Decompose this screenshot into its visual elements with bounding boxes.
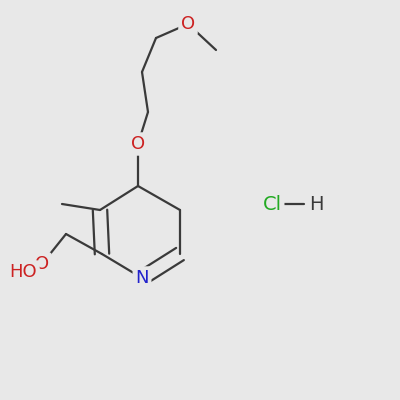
Text: N: N [135, 269, 149, 287]
Text: O: O [131, 135, 145, 153]
Text: H: H [309, 194, 323, 214]
Text: Cl: Cl [262, 194, 282, 214]
Text: HO: HO [9, 263, 37, 281]
Text: O: O [35, 255, 49, 273]
Text: O: O [181, 15, 195, 33]
